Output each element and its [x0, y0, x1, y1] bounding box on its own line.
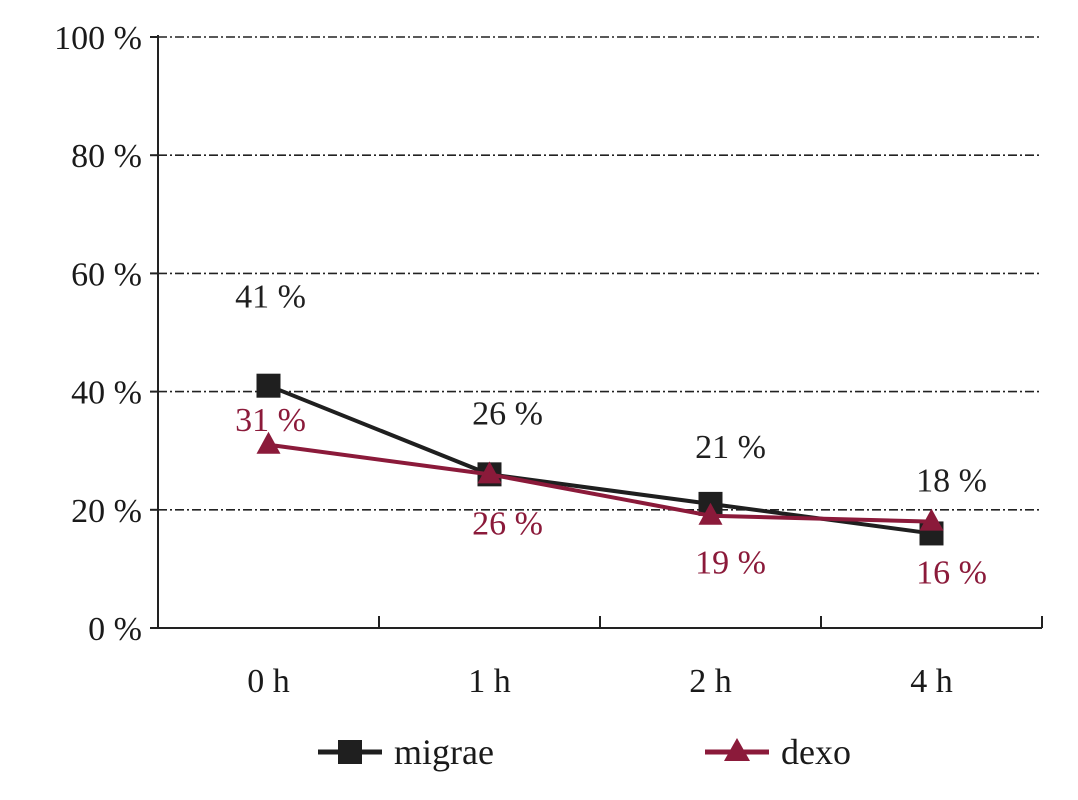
- point-dexo-3: [919, 508, 944, 531]
- point-dexo-2: [698, 502, 723, 525]
- y-tick-label-40: 40 %: [71, 375, 142, 412]
- legend-label-migrae: migrae: [394, 732, 494, 772]
- x-tick-label-1: 1 h: [468, 663, 511, 700]
- y-tick-label-80: 80 %: [71, 138, 142, 175]
- point-migrae-0: [256, 373, 281, 398]
- data-label-migrae-0: 41 %: [235, 279, 306, 316]
- y-tick-label-20: 20 %: [71, 493, 142, 530]
- legend-label-dexo: dexo: [781, 732, 851, 772]
- data-label-migrae-3: 18 %: [916, 462, 987, 499]
- series-line-dexo: [268, 442, 932, 524]
- data-label-migrae-1: 26 %: [472, 395, 543, 432]
- data-label-migrae-2: 21 %: [695, 429, 766, 466]
- y-tick-label-100: 100 %: [54, 20, 142, 57]
- point-dexo-1: [477, 461, 502, 484]
- x-tick-label-3: 4 h: [910, 663, 953, 700]
- point-dexo-0: [256, 431, 281, 454]
- data-label-dexo-2: 19 %: [695, 545, 766, 582]
- data-label-dexo-1: 26 %: [472, 505, 543, 542]
- data-label-dexo-3: 16 %: [916, 555, 987, 592]
- data-label-dexo-0: 31 %: [235, 402, 306, 439]
- x-tick-label-0: 0 h: [247, 663, 290, 700]
- y-tick-label-0: 0 %: [88, 611, 142, 648]
- legend-marker-migrae: [338, 740, 362, 764]
- y-tick-label-60: 60 %: [71, 256, 142, 293]
- legend-marker-dexo: [724, 738, 750, 761]
- x-tick-label-2: 2 h: [689, 663, 732, 700]
